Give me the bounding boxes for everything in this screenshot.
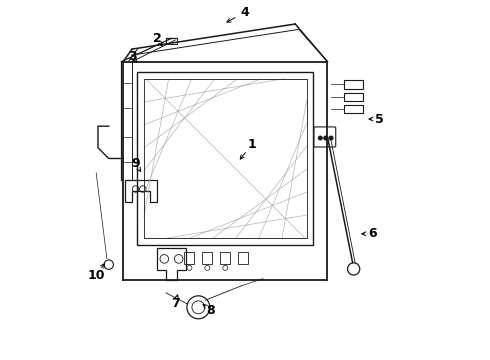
Text: 3: 3: [128, 50, 136, 63]
Text: 10: 10: [87, 269, 105, 282]
Text: 5: 5: [375, 113, 384, 126]
Bar: [343, 93, 364, 101]
Text: 9: 9: [131, 157, 140, 170]
Text: 1: 1: [248, 138, 257, 150]
Bar: [184, 252, 194, 264]
Text: 4: 4: [241, 6, 249, 19]
Bar: [238, 252, 248, 264]
Text: 2: 2: [153, 32, 162, 45]
Circle shape: [329, 136, 333, 140]
Circle shape: [318, 136, 322, 140]
Bar: [343, 105, 364, 113]
Bar: [202, 252, 212, 264]
Bar: [343, 80, 364, 89]
Circle shape: [324, 136, 327, 140]
Text: 6: 6: [368, 227, 377, 240]
Text: 7: 7: [171, 297, 179, 310]
Text: 8: 8: [207, 305, 215, 318]
Bar: [220, 252, 230, 264]
